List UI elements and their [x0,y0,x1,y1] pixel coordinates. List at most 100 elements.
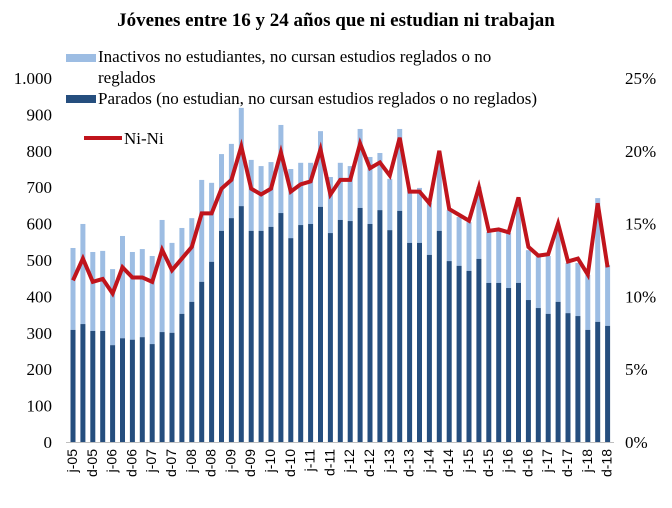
bar-parados [426,254,432,442]
bar-parados [585,329,591,442]
y-tick-label: 500 [27,251,53,270]
legend-swatch-parados [66,95,96,103]
bar-inactivos [565,262,571,314]
bar-inactivos [367,156,373,224]
x-tick-label: j-05 [64,449,80,474]
bar-inactivos [496,230,502,283]
bar-parados [327,233,333,442]
bar-inactivos [268,162,274,227]
bar-parados [308,223,314,442]
x-tick-label: d-05 [84,449,100,477]
bar-inactivos [417,187,422,243]
bar-parados [219,230,224,442]
x-tick-label: j-10 [262,449,278,474]
x-tick-label: d-06 [123,449,139,477]
bar-parados [70,329,76,442]
bar-inactivos [516,198,521,283]
bar-inactivos [407,190,413,243]
bar-inactivos [456,217,462,266]
y-tick-label: 100 [27,397,53,416]
y2-tick-label: 0% [625,433,648,452]
bar-parados [595,321,601,442]
bar-parados [565,313,571,442]
bar-inactivos [595,198,601,322]
bar-inactivos [476,186,482,259]
bar-parados [407,242,413,442]
y-tick-label: 200 [27,360,53,379]
x-tick-label: d-17 [559,449,575,477]
x-tick-label: d-11 [321,449,337,476]
y-tick-label: 0 [44,433,53,452]
bar-parados [179,313,185,442]
bar-parados [417,242,422,442]
bar-inactivos [446,210,452,262]
bar-inactivos [258,166,264,231]
x-tick-label: j-16 [500,449,516,474]
x-tick-label: d-13 [401,449,417,477]
bar-inactivos [110,269,116,346]
bar-parados [337,219,343,442]
bar-inactivos [179,227,185,314]
bar-parados [110,345,116,442]
y2-tick-label: 5% [625,360,648,379]
bar-parados [90,330,96,442]
bar-inactivos [209,182,215,262]
bar-inactivos [139,249,145,338]
bar-parados [575,316,581,442]
bar-inactivos [436,155,442,231]
bar-parados [139,337,145,442]
y-tick-label: 1.000 [14,69,52,88]
bar-parados [446,261,452,442]
legend: Inactivos no estudiantes, no cursan estu… [66,47,537,148]
bar-parados [298,225,304,442]
bar-inactivos [575,262,581,317]
bar-inactivos [337,162,343,220]
bar-inactivos [525,250,531,301]
bar-parados [189,301,195,442]
bar-parados [545,313,551,442]
bar-parados [456,265,462,442]
legend-label-nini: Ni-Ni [124,129,164,148]
bar-parados [288,238,294,442]
y2-tick-label: 20% [625,142,656,161]
bar-parados [377,210,383,442]
bar-inactivos [466,222,472,271]
bar-inactivos [248,159,254,231]
bar-inactivos [426,202,432,255]
bar-parados [506,288,512,442]
bar-parados [129,339,135,442]
plot-area [66,107,614,443]
x-tick-label: d-10 [282,449,298,477]
bar-parados [248,230,254,442]
x-tick-label: d-08 [203,449,219,477]
bar-inactivos [318,131,323,207]
bar-inactivos [278,124,284,214]
bar-parados [120,338,125,442]
bar-inactivos [585,274,591,330]
bar-inactivos [535,255,541,309]
bar-parados [486,282,492,442]
x-tick-label: j-14 [420,449,436,474]
x-tick-label: j-17 [539,449,555,474]
x-tick-label: j-07 [143,449,159,474]
legend-label-inactivos-line2: reglados [98,68,156,87]
x-tick-label: j-11 [302,449,318,473]
bar-inactivos [327,177,333,234]
bar-inactivos [199,179,205,282]
bar-parados [466,270,472,442]
y-tick-label: 400 [27,287,53,306]
legend-label-inactivos-line1: Inactivos no estudiantes, no cursan estu… [98,47,491,66]
x-tick-label: d-09 [242,449,258,477]
bar-parados [318,206,323,442]
legend-swatch-inactivos [66,54,96,62]
bar-inactivos [308,162,314,224]
x-tick-label: j-13 [381,449,397,474]
x-tick-label: j-15 [460,449,476,474]
y2-tick-label: 25% [625,69,656,88]
x-tick-label: d-14 [440,449,456,477]
bar-inactivos [100,250,106,331]
bar-parados [238,206,244,442]
bar-parados [535,308,541,442]
legend-label-parados: Parados (no estudian, no cursan estudios… [98,89,537,108]
chart-title: Jóvenes entre 16 y 24 años que ni estudi… [117,10,555,31]
